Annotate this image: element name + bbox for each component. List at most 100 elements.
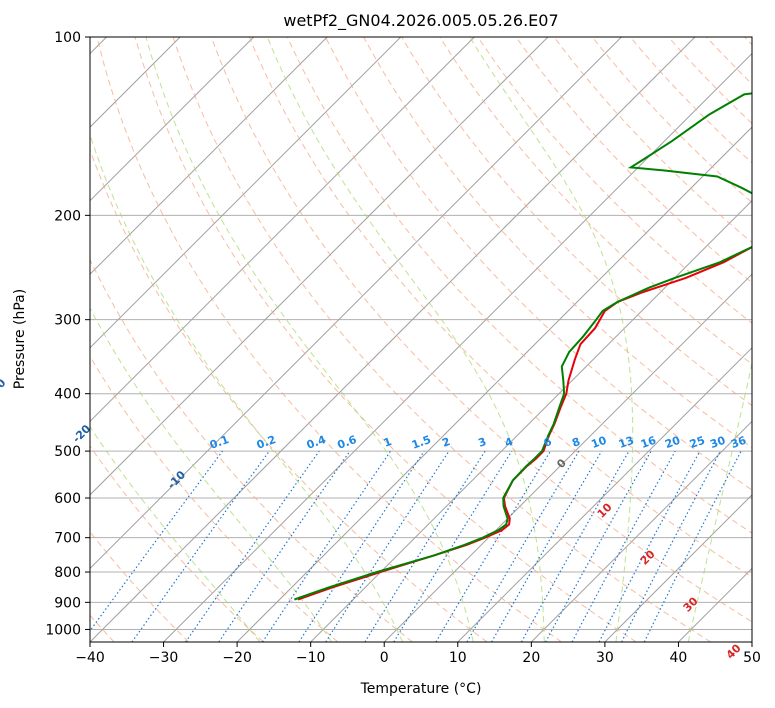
isotherm: [90, 37, 549, 496]
y-tick-label: 800: [54, 565, 81, 581]
mixing-ratio-line: [298, 450, 425, 642]
dry-adiabat: [96, 37, 562, 642]
dry-adiabat: [90, 355, 339, 642]
moist-adiabat: [145, 37, 474, 642]
mixing-ratio-line: [131, 450, 270, 642]
dry-adiabat: [172, 37, 712, 642]
isotherm: [530, 420, 752, 642]
moist-adiabat: [90, 133, 404, 642]
isotherm: [90, 37, 255, 202]
isotherm: [90, 37, 328, 275]
adiabat-label: 40: [724, 641, 744, 661]
mixing-ratio-line: [545, 450, 652, 642]
background-lines: [90, 37, 752, 642]
axis-ticks: −40 −30 −20 −10 0 10 20 30 40 5010020030040050060…: [45, 30, 761, 666]
mixing-ratio-label: 2: [440, 435, 452, 450]
isotherm: [236, 126, 752, 642]
x-tick-label: 30: [596, 650, 614, 666]
dry-adiabat: [210, 37, 752, 623]
x-tick-label: 50: [743, 650, 761, 666]
dry-adiabat: [744, 37, 752, 46]
dry-adiabat: [325, 37, 752, 491]
y-tick-label: 200: [54, 208, 81, 224]
mixing-ratio-label: 0.6: [336, 433, 359, 452]
y-tick-label: 900: [54, 595, 81, 611]
dry-adiabat: [553, 37, 752, 244]
x-axis-label: Temperature (°C): [360, 681, 482, 697]
mixing-ratio-line: [262, 450, 392, 642]
isotherm: [604, 494, 752, 642]
isotherm: [90, 37, 696, 642]
mixing-ratio-label: 13: [617, 434, 636, 451]
isotherm: [163, 52, 752, 642]
adiabat-label: -10: [165, 468, 188, 491]
adiabat-label: 10: [595, 500, 615, 520]
x-tick-label: 20: [522, 650, 540, 666]
mixing-ratio-line: [520, 450, 630, 642]
isotherm: [90, 37, 475, 423]
dry-adiabat: [286, 37, 752, 534]
mixing-ratio-label: 4: [503, 435, 515, 450]
mixing-ratio-label: 16: [639, 434, 658, 452]
isotherm: [751, 641, 752, 642]
mixing-ratio-line: [435, 450, 552, 642]
mixing-ratio-label: 25: [688, 434, 707, 451]
dry-adiabat: [706, 37, 752, 85]
y-tick-label: 1000: [45, 622, 81, 638]
mixing-ratio-label: 1.5: [410, 433, 433, 452]
adiabat-label: 20: [638, 547, 658, 567]
moist-adiabat: [469, 37, 634, 642]
mixing-ratio-label: 20: [663, 434, 682, 452]
isotherm: [678, 567, 752, 642]
mixing-ratio-label: 30: [708, 434, 727, 452]
mixing-ratio-label: 3: [476, 435, 488, 450]
dry-adiabat: [90, 148, 488, 642]
x-tick-label: 0: [380, 650, 389, 666]
temperature-profile: [297, 245, 752, 601]
dry-adiabat: [439, 37, 752, 365]
y-tick-label: 300: [54, 313, 81, 329]
dry-adiabat: [90, 445, 264, 642]
dry-adiabat: [668, 37, 752, 125]
isotherm: [383, 273, 752, 642]
x-tick-label: −30: [149, 650, 179, 666]
mixing-ratio-line: [185, 450, 320, 642]
dry-adiabat: [134, 37, 637, 642]
mixing-ratio-line: [598, 450, 701, 642]
isotherm: [457, 347, 752, 642]
mixing-ratio-line: [466, 450, 580, 642]
x-tick-label: −40: [75, 650, 105, 666]
mixing-ratio-label: 0.4: [305, 433, 328, 452]
mixing-ratio-label: 10: [589, 434, 608, 452]
moist-adiabat: [90, 307, 333, 642]
mixing-ratio-line: [571, 450, 676, 642]
dewpoint-profile: [294, 92, 752, 601]
dry-adiabat: [90, 258, 413, 642]
dry-adiabat: [248, 37, 752, 578]
mixing-ratio-label: 0.2: [255, 433, 278, 452]
plot-frame: [89, 36, 753, 643]
isotherm: [90, 37, 402, 349]
y-tick-label: 500: [54, 444, 81, 460]
mixing-ratio-line: [90, 450, 223, 632]
mixing-ratio-label: 1: [382, 435, 394, 450]
x-tick-label: 10: [449, 650, 467, 666]
y-tick-label: 700: [54, 531, 81, 547]
mixing-ratio-label: 0.1: [208, 433, 231, 452]
x-tick-label: −20: [222, 650, 252, 666]
mixing-ratio-line: [364, 450, 486, 642]
isotherm: [90, 37, 622, 570]
mixing-ratio-label: 36: [729, 434, 748, 452]
mixing-ratio-line: [325, 450, 450, 642]
mixing-ratio-line: [643, 450, 742, 642]
adiabat-label: 0: [554, 456, 569, 471]
chart-title: wetPf2_GN04.2026.005.05.26.E07: [283, 11, 558, 31]
adiabat-label: -30: [0, 376, 9, 399]
x-tick-label: 40: [670, 650, 688, 666]
mixing-ratio-line: [393, 450, 513, 642]
y-tick-label: 400: [54, 387, 81, 403]
dry-adiabat: [90, 531, 190, 642]
moist-adiabat: [90, 425, 261, 642]
mixing-ratio-label: 6: [542, 435, 554, 450]
